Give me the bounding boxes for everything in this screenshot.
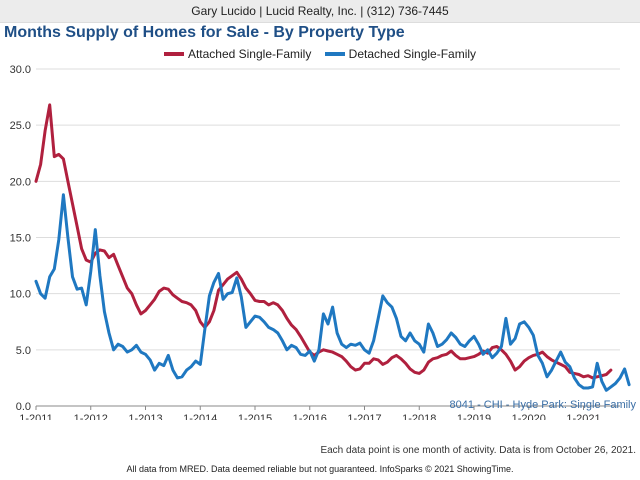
legend-swatch-detached (324, 51, 345, 56)
x-tick-label: 1-2015 (238, 413, 272, 420)
series-line-detached (34, 193, 631, 392)
y-tick-label: 15.0 (10, 233, 31, 245)
legend-label-attached: Attached Single-Family (187, 47, 312, 61)
x-tick-label: 1-2014 (183, 413, 217, 420)
x-tick-label: 1-2017 (347, 413, 381, 420)
y-tick-label: 10.0 (10, 289, 31, 301)
x-tick-label: 1-2016 (293, 413, 327, 420)
x-tick-label: 1-2019 (457, 413, 491, 420)
legend-swatch-attached (163, 51, 184, 56)
line-chart: 0.0 5.0 10.0 15.0 20.0 25.0 30.0 1-2011 1-2012 1-… (10, 64, 631, 420)
series-line-attached (34, 103, 613, 380)
legend-item-attached[interactable]: Attached Single-Family (163, 47, 312, 61)
x-tick-label: 1-2020 (512, 413, 546, 420)
legend-label-detached: Detached Single-Family (348, 47, 477, 61)
area-label: 8041 - CHI - Hyde Park: Single Family (449, 399, 636, 411)
x-tick-label: 1-2012 (74, 413, 108, 420)
data-note: Each data point is one month of activity… (320, 445, 636, 456)
x-tick-label: 1-2021 (566, 413, 600, 420)
agent-info: Gary Lucido | Lucid Realty, Inc. | (312)… (191, 4, 449, 18)
x-tick-label: 1-2011 (19, 413, 52, 420)
header-bar: Gary Lucido | Lucid Realty, Inc. | (312)… (0, 0, 640, 23)
y-tick-label: 30.0 (10, 64, 31, 76)
legend-item-detached[interactable]: Detached Single-Family (324, 47, 477, 61)
x-tick-label: 1-2013 (128, 413, 162, 420)
chart-title: Months Supply of Homes for Sale - By Pro… (4, 24, 405, 41)
x-tick-label: 1-2018 (402, 413, 436, 420)
y-tick-label: 5.0 (16, 345, 31, 357)
y-tick-label: 0.0 (16, 401, 31, 413)
y-tick-label: 25.0 (10, 120, 31, 132)
source-note: All data from MRED. Data deemed reliable… (126, 464, 514, 474)
chart-legend: Attached Single-Family Detached Single-F… (0, 47, 640, 61)
y-tick-label: 20.0 (10, 176, 31, 188)
